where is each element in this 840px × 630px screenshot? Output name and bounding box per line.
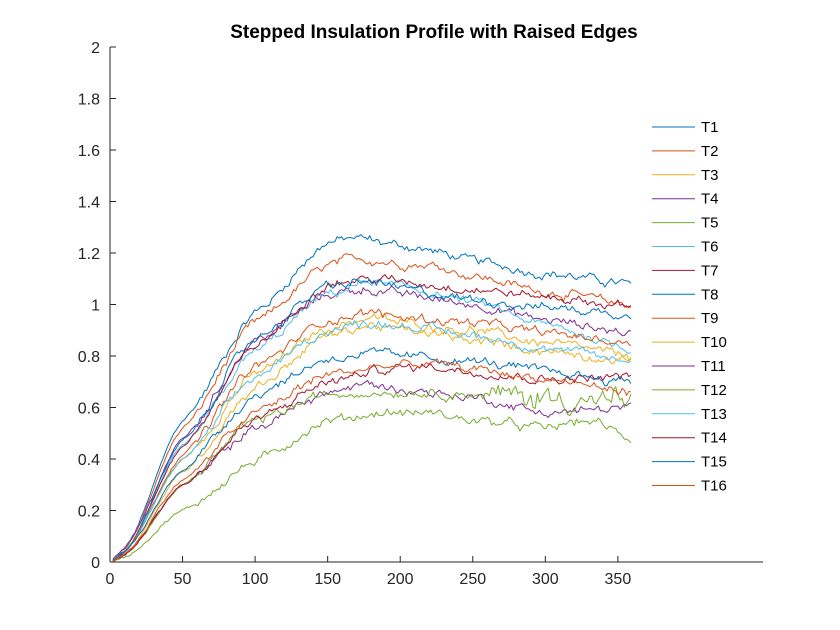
legend-label-t2: T2 <box>701 143 719 160</box>
series-line-t9 <box>112 308 632 562</box>
y-tick-label: 1 <box>91 298 100 315</box>
y-tick-label: 0.6 <box>78 401 100 418</box>
chart-title: Stepped Insulation Profile with Raised E… <box>230 22 638 43</box>
series-line-t6 <box>112 278 632 561</box>
y-tick-label: 0.2 <box>78 504 100 521</box>
series-line-t2 <box>112 253 632 560</box>
y-tick-label: 1.4 <box>78 195 100 212</box>
legend-label-t6: T6 <box>701 239 719 256</box>
y-tick-label: 1.8 <box>78 92 100 109</box>
series-line-t14 <box>112 363 632 561</box>
legend-label-t10: T10 <box>701 334 727 351</box>
y-tick-label: 1.2 <box>78 246 100 263</box>
series-line-t10 <box>112 322 632 562</box>
legend-label-t5: T5 <box>701 215 719 232</box>
series-layer <box>112 234 632 563</box>
x-tick-label: 200 <box>387 571 414 588</box>
series-line-t15 <box>112 347 632 562</box>
legend: T1 T2 T3 T4 T5 T6 T7 T8 T9 T10 T11 T12 T13 T14 T15 T16 <box>652 119 727 495</box>
legend-label-t7: T7 <box>701 262 719 279</box>
x-tick-label: 0 <box>106 571 115 588</box>
axes: 0 50 100 150 200 250 300 350 0 0.2 0.4 0.6 0.8 1 1.2 1.… <box>78 40 763 588</box>
y-tick-label: 2 <box>91 40 100 57</box>
y-tick-label: 1.6 <box>78 143 100 160</box>
series-line-t3 <box>112 313 632 561</box>
x-tick-label: 100 <box>242 571 269 588</box>
series-line-t1 <box>112 234 632 561</box>
x-tick-label: 150 <box>314 571 341 588</box>
y-tick-label: 0.8 <box>78 349 100 366</box>
series-line-t5 <box>112 408 632 562</box>
x-tick-label: 350 <box>605 571 632 588</box>
series-line-t16 <box>112 358 631 562</box>
legend-label-t1: T1 <box>701 119 719 136</box>
legend-label-t11: T11 <box>701 358 726 375</box>
legend-label-t15: T15 <box>701 454 727 471</box>
legend-label-t14: T14 <box>701 430 727 447</box>
legend-label-t9: T9 <box>701 310 719 327</box>
series-line-t11 <box>112 379 632 563</box>
series-line-t8 <box>112 278 632 561</box>
series-line-t12 <box>112 384 632 562</box>
series-line-t4 <box>112 285 632 560</box>
legend-label-t13: T13 <box>701 406 727 423</box>
x-tick-label: 250 <box>459 571 486 588</box>
legend-label-t4: T4 <box>701 191 719 208</box>
legend-label-t12: T12 <box>701 382 727 399</box>
y-tick-label: 0 <box>91 555 100 572</box>
legend-label-t16: T16 <box>701 478 727 495</box>
legend-label-t8: T8 <box>701 286 719 303</box>
series-line-t7 <box>112 274 632 561</box>
y-tick-label: 0.4 <box>78 452 100 469</box>
x-tick-label: 50 <box>174 571 192 588</box>
legend-label-t3: T3 <box>701 167 719 184</box>
series-line-t13 <box>112 320 632 561</box>
x-tick-label: 300 <box>532 571 559 588</box>
